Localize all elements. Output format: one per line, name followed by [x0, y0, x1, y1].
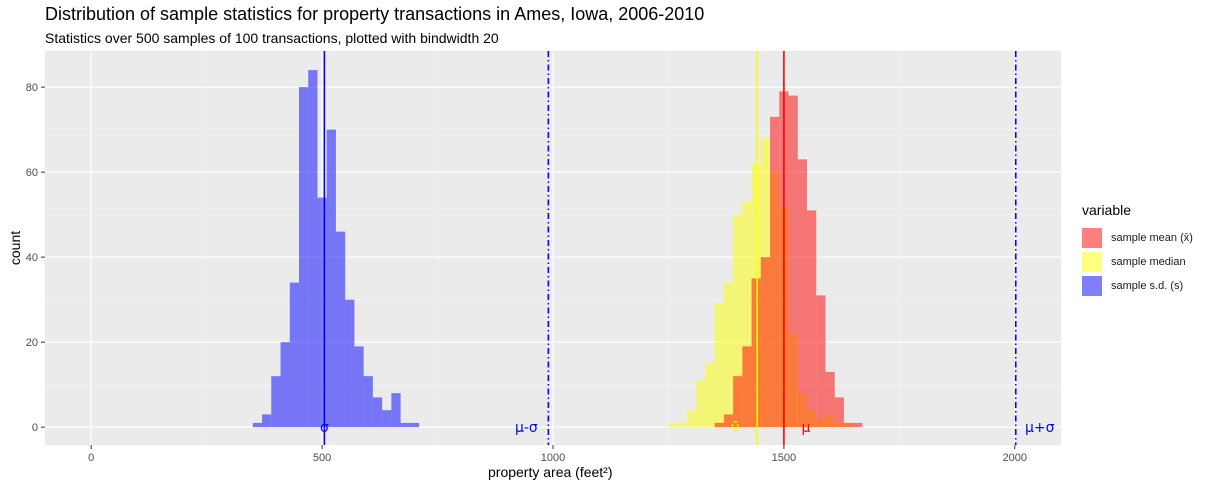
- x-tick-label-2: 1000: [541, 452, 565, 464]
- bar-series-0-bin-13: [372, 397, 383, 428]
- bar-series-0-bin-10: [345, 299, 355, 428]
- bar-series-2-bin-3: [742, 346, 752, 428]
- vline-label-3: μ-σ: [515, 420, 538, 436]
- bar-series-2-bin-5: [760, 257, 771, 428]
- y-tick-label-1: 20: [26, 337, 38, 349]
- bar-series-0-bin-4: [289, 282, 299, 428]
- vline-label-4: μ+σ: [1025, 420, 1055, 436]
- bar-series-0-bin-16: [400, 422, 410, 428]
- bar-series-2-bin-11: [816, 295, 826, 428]
- bar-series-1-bin-0: [668, 422, 678, 428]
- bar-series-2-bin-1: [723, 414, 734, 428]
- x-tick-label-0: 0: [88, 452, 94, 464]
- vline-label-1: ṽ: [731, 420, 739, 436]
- x-tick-label-4: 2000: [1003, 452, 1027, 464]
- bar-series-1-bin-2: [686, 410, 697, 428]
- bar-series-2-bin-0: [714, 422, 724, 428]
- bar-series-1-bin-1: [677, 422, 687, 428]
- bar-series-2-bin-4: [751, 278, 761, 428]
- legend-key-mean: [1082, 227, 1102, 248]
- bar-series-0-bin-15: [391, 393, 401, 428]
- bar-series-2-bin-13: [834, 397, 844, 428]
- legend-label-median: sample median: [1111, 255, 1186, 268]
- bar-series-0-bin-14: [382, 410, 392, 428]
- y-tick-label-2: 40: [26, 252, 38, 264]
- legend-label-mean: sample mean (x̄): [1111, 231, 1193, 244]
- bar-series-0-bin-0: [252, 422, 263, 428]
- bar-series-0-bin-3: [280, 342, 290, 428]
- bar-series-0-bin-5: [299, 87, 309, 428]
- bar-series-2-bin-15: [853, 422, 863, 428]
- bar-series-0-bin-8: [326, 129, 336, 428]
- bar-series-0-bin-6: [308, 70, 318, 428]
- bar-series-1-bin-8: [742, 201, 752, 428]
- bar-series-2-bin-12: [825, 371, 835, 428]
- legend-item-mean: sample mean (x̄): [1082, 226, 1193, 249]
- bar-series-1-bin-3: [696, 380, 706, 428]
- bar-series-0-bin-2: [271, 376, 281, 428]
- bar-series-2-bin-9: [797, 159, 807, 428]
- bar-series-1-bin-6: [723, 282, 734, 428]
- legend: variable sample mean (x̄) sample median …: [1082, 202, 1193, 298]
- bar-series-2-bin-14: [843, 422, 854, 428]
- legend-label-sd: sample s.d. (s): [1111, 279, 1184, 292]
- bar-series-0-bin-11: [354, 346, 364, 428]
- bar-series-1-bin-4: [705, 363, 715, 428]
- bar-series-2-bin-6: [770, 116, 780, 428]
- bar-series-0-bin-17: [409, 422, 420, 428]
- bar-series-2-bin-8: [788, 95, 798, 428]
- bar-series-2-bin-10: [807, 210, 817, 428]
- x-tick-label-1: 500: [313, 452, 331, 464]
- bar-series-1-bin-7: [733, 214, 743, 428]
- y-tick-label-3: 60: [26, 167, 38, 179]
- bar-series-0-bin-7: [317, 197, 327, 428]
- bar-series-0-bin-12: [363, 376, 373, 428]
- x-tick-label-3: 1500: [772, 452, 796, 464]
- x-axis-title: property area (feet²): [488, 464, 613, 480]
- vline-label-0: σ: [320, 420, 329, 436]
- legend-item-median: sample median: [1082, 250, 1193, 273]
- legend-key-median: [1082, 251, 1102, 272]
- y-tick-label-0: 0: [32, 422, 38, 434]
- chart-title: Distribution of sample statistics for pr…: [45, 4, 705, 24]
- y-axis-title: count: [7, 230, 24, 266]
- legend-item-sd: sample s.d. (s): [1082, 274, 1193, 297]
- bar-series-0-bin-9: [335, 231, 346, 428]
- bar-series-0-bin-1: [262, 414, 272, 428]
- bar-series-2-bin-2: [733, 376, 743, 428]
- legend-title: variable: [1082, 202, 1132, 218]
- vline-label-2: μ: [801, 420, 810, 436]
- bar-series-1-bin-5: [714, 303, 724, 428]
- legend-key-sd: [1082, 275, 1102, 296]
- y-tick-label-4: 80: [26, 82, 38, 94]
- chart-subtitle: Statistics over 500 samples of 100 trans…: [45, 30, 499, 46]
